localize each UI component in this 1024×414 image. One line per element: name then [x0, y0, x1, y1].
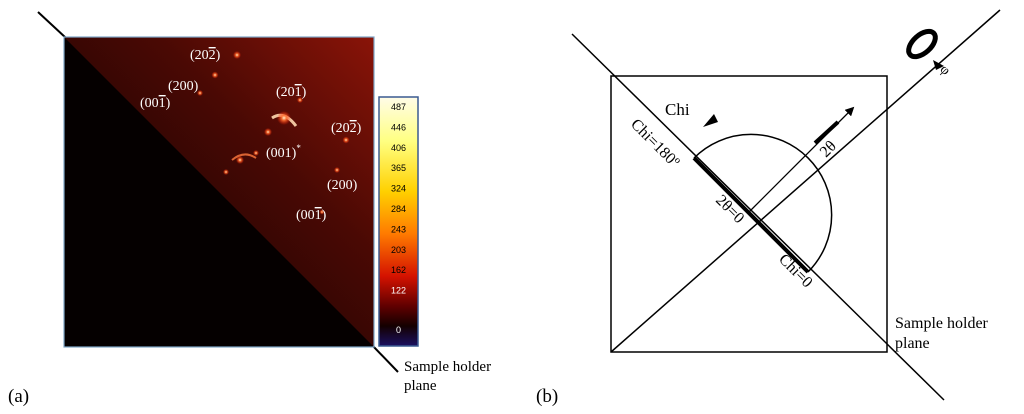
colorbar-tick-label: 122	[391, 286, 406, 296]
colorbar-tick-label: 324	[391, 184, 406, 194]
colorbar-ticks: 487 446 406 365 324 284 243 203 162 122 0	[391, 102, 406, 335]
reflection-label: (001)*	[266, 143, 301, 161]
diffraction-spot	[264, 128, 272, 136]
reflection-label: (200)	[327, 178, 358, 193]
reflection-label: (202)	[331, 121, 362, 136]
reflection-label: (001)	[296, 208, 327, 223]
diffraction-spot	[334, 167, 340, 173]
reflection-labels: (202) (200) (001) (201) (202) (001)* (20…	[140, 48, 362, 223]
diffraction-spot	[319, 209, 325, 215]
radial-line	[748, 106, 855, 213]
anti-diagonal	[610, 9, 1001, 353]
chi-label: Chi	[665, 100, 690, 119]
diffraction-arc	[231, 153, 257, 161]
reflection-label: (200)	[168, 79, 199, 94]
chi-arc	[693, 133, 833, 273]
sample-holder-line-a-bottom	[371, 344, 399, 373]
colorbar-tick-label: 365	[391, 163, 406, 173]
colorbar-tick-label: 284	[391, 204, 406, 214]
diffraction-spot	[197, 90, 203, 96]
detector-segment	[692, 156, 810, 274]
colorbar-tick-label: 162	[391, 265, 406, 275]
diffraction-spot	[236, 156, 244, 164]
colorbar-tick-label: 243	[391, 224, 406, 234]
colorbar-tick-label: 406	[391, 143, 406, 153]
diffraction-spot	[342, 136, 350, 144]
colorbar: 487 446 406 365 324 284 243 203 162 122 0	[378, 96, 419, 347]
panel-a-label: (a)	[8, 386, 29, 407]
reflection-label: (201)	[276, 85, 307, 100]
phi-rotation-icon	[906, 28, 944, 70]
colorbar-tick-label: 203	[391, 245, 406, 255]
diffraction-spot	[277, 111, 291, 125]
two-theta-segment	[813, 120, 840, 145]
reflection-label: (001)	[140, 96, 171, 111]
sample-holder-label-a: Sample holder plane	[404, 359, 495, 394]
panel-a: (202) (200) (001) (201) (202) (001)* (20…	[8, 11, 495, 407]
colorbar-tick-label: 0	[396, 325, 401, 335]
diffraction-spots	[197, 51, 350, 215]
diffraction-spot	[223, 169, 229, 175]
diffraction-spot	[233, 51, 241, 59]
sample-holder-line-a-top	[37, 11, 67, 39]
detector-shadow	[64, 37, 374, 347]
panel-b: φ Chi Chi=180º Chi=0 2θ=0 2θ Sample hold…	[536, 9, 1001, 407]
reflection-label: (202)	[190, 48, 221, 63]
detector-frame	[63, 36, 375, 348]
two-theta-zero-label: 2θ=0	[712, 192, 747, 227]
colorbar-tick-label: 446	[391, 122, 406, 132]
colorbar-bar	[378, 96, 419, 347]
chi-arrow	[703, 114, 718, 127]
sample-holder-diagonal	[571, 33, 945, 401]
diffraction-spot	[211, 71, 219, 79]
colorbar-tick-label: 487	[391, 102, 406, 112]
panel-b-label: (b)	[536, 386, 558, 407]
chi-180-label: Chi=180º	[627, 116, 682, 171]
diffraction-spot	[253, 150, 259, 156]
sample-holder-label-b: Sample holder plane	[895, 315, 992, 352]
diffraction-spot	[297, 97, 303, 103]
sample-square	[610, 75, 888, 353]
